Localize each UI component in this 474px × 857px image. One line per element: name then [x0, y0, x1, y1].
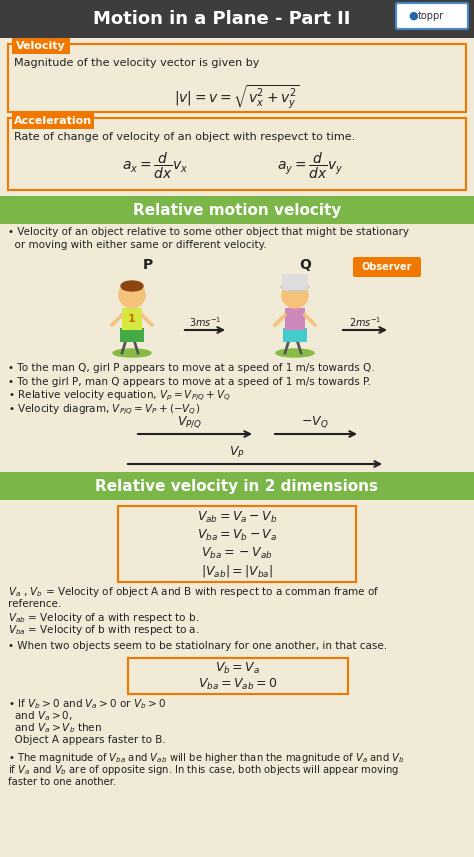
Text: $|v| = v = \sqrt{v_x^2 + v_y^2}$: $|v| = v = \sqrt{v_x^2 + v_y^2}$: [174, 83, 300, 111]
FancyBboxPatch shape: [285, 308, 305, 330]
Text: • To the man Q, girl P appears to move at a speed of 1 m/s towards Q.: • To the man Q, girl P appears to move a…: [8, 363, 374, 373]
Text: Relative motion velocity: Relative motion velocity: [133, 202, 341, 218]
Text: ●: ●: [408, 11, 418, 21]
Text: $a_x = \dfrac{d}{dx}v_x$: $a_x = \dfrac{d}{dx}v_x$: [122, 151, 188, 181]
FancyBboxPatch shape: [396, 3, 468, 29]
Text: • Velocity diagram, $V_{P/Q} = V_P +(-V_Q)$: • Velocity diagram, $V_{P/Q} = V_P +(-V_…: [8, 403, 200, 417]
Text: $3ms^{-1}$: $3ms^{-1}$: [189, 315, 221, 329]
FancyBboxPatch shape: [12, 113, 94, 129]
Text: and $V_a > V_b$ then: and $V_a > V_b$ then: [8, 721, 102, 735]
FancyBboxPatch shape: [122, 308, 142, 330]
FancyBboxPatch shape: [8, 118, 466, 190]
Text: Relative velocity in 2 dimensions: Relative velocity in 2 dimensions: [95, 478, 379, 494]
FancyBboxPatch shape: [8, 44, 466, 112]
Text: • When two objects seem to be statiolnary for one another, in that case.: • When two objects seem to be statiolnar…: [8, 641, 387, 651]
FancyBboxPatch shape: [353, 257, 421, 277]
Text: $V_{ba} = - V_{ab}$: $V_{ba} = - V_{ab}$: [201, 545, 273, 560]
Text: and $V_a > 0$,: and $V_a > 0$,: [8, 709, 73, 723]
Text: if $V_a$ and $V_b$ are of opposite sign. In this case, both objects will appear : if $V_a$ and $V_b$ are of opposite sign.…: [8, 763, 399, 777]
Text: or moving with either same or different velocity.: or moving with either same or different …: [8, 240, 266, 250]
FancyBboxPatch shape: [128, 658, 348, 694]
Text: Rate of change of velocity of an object with respevct to time.: Rate of change of velocity of an object …: [14, 132, 355, 142]
FancyBboxPatch shape: [118, 506, 356, 582]
FancyBboxPatch shape: [0, 196, 474, 224]
Text: toppr: toppr: [418, 11, 444, 21]
Text: $2ms^{-1}$: $2ms^{-1}$: [349, 315, 381, 329]
Text: $V_{P/Q}$: $V_{P/Q}$: [177, 414, 203, 430]
Ellipse shape: [121, 281, 143, 291]
Ellipse shape: [113, 349, 151, 357]
FancyBboxPatch shape: [283, 328, 307, 342]
Text: faster to one another.: faster to one another.: [8, 777, 116, 787]
Text: P: P: [143, 258, 153, 272]
Text: $V_{ba}$ = Velocity of b with respect to a.: $V_{ba}$ = Velocity of b with respect to…: [8, 623, 200, 637]
Text: • Velocity of an object relative to some other object that might be stationary: • Velocity of an object relative to some…: [8, 227, 409, 237]
Text: $V_{ba} = V_b - V_a$: $V_{ba} = V_b - V_a$: [197, 527, 277, 542]
Text: $a_y = \dfrac{d}{dx}v_y$: $a_y = \dfrac{d}{dx}v_y$: [277, 151, 343, 181]
FancyBboxPatch shape: [0, 472, 474, 500]
FancyBboxPatch shape: [0, 0, 474, 38]
Text: Object A appears faster to B.: Object A appears faster to B.: [8, 735, 166, 745]
Ellipse shape: [276, 349, 314, 357]
Text: Observer: Observer: [362, 262, 412, 272]
Text: 1: 1: [128, 314, 136, 324]
Text: $V_P$: $V_P$: [229, 445, 245, 459]
Text: Magnitude of the velocity vector is given by: Magnitude of the velocity vector is give…: [14, 58, 259, 68]
Text: • If $V_b > 0$ and $V_a > 0$ or $V_b > 0$: • If $V_b > 0$ and $V_a > 0$ or $V_b > 0…: [8, 697, 166, 711]
Text: • To the girl P, man Q appears to move at a speed of 1 m/s towards P.: • To the girl P, man Q appears to move a…: [8, 377, 371, 387]
Text: $V_b = V_a$: $V_b = V_a$: [216, 661, 261, 675]
Circle shape: [282, 282, 308, 308]
Text: $|V_{ab}| = |V_{ba}|$: $|V_{ab}| = |V_{ba}|$: [201, 563, 273, 579]
Text: Velocity: Velocity: [16, 41, 66, 51]
Text: Q: Q: [299, 258, 311, 272]
Text: $V_{ab} = V_a - V_b$: $V_{ab} = V_a - V_b$: [197, 509, 277, 524]
Circle shape: [119, 282, 145, 308]
Text: $V_{ba} = V_{ab} = 0$: $V_{ba} = V_{ab} = 0$: [198, 676, 278, 692]
Ellipse shape: [281, 283, 309, 291]
Text: $V_a$ , $V_b$ = Velocity of object A and B with respect to a comman frame of: $V_a$ , $V_b$ = Velocity of object A and…: [8, 585, 380, 599]
Text: $V_{ab}$ = Velocity of a with respect to b.: $V_{ab}$ = Velocity of a with respect to…: [8, 611, 200, 625]
FancyBboxPatch shape: [120, 328, 144, 342]
Text: $-V_Q$: $-V_Q$: [301, 414, 329, 430]
Text: • The magnitude of $V_{ba}$ and $V_{ab}$ will be higher than the magnitude of $V: • The magnitude of $V_{ba}$ and $V_{ab}$…: [8, 751, 405, 765]
FancyBboxPatch shape: [12, 38, 70, 54]
Text: Motion in a Plane - Part II: Motion in a Plane - Part II: [93, 10, 351, 28]
Text: reference.: reference.: [8, 599, 61, 609]
Text: • Relative velocity equation, $V_p = V_{P/Q} + V_Q$: • Relative velocity equation, $V_p = V_{…: [8, 389, 231, 403]
Text: Acceleration: Acceleration: [14, 116, 92, 126]
FancyBboxPatch shape: [282, 274, 308, 290]
